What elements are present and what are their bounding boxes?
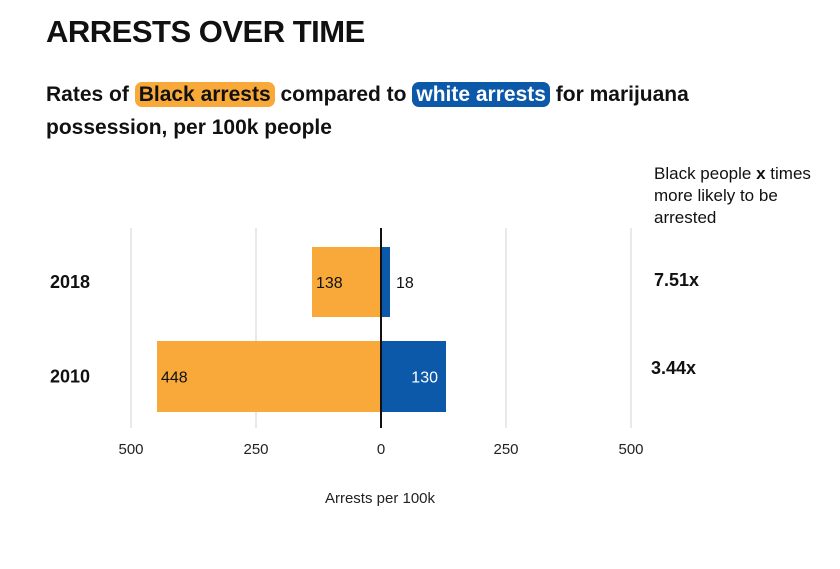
black-arrests-highlight: Black arrests <box>134 82 275 107</box>
bar-white-2018 <box>381 247 390 317</box>
side-note-x: x <box>756 164 766 183</box>
ratio-2018: 7.51x <box>654 270 700 290</box>
side-note-pre: Black people <box>654 164 752 183</box>
bar-white-2010 <box>381 341 446 412</box>
x-tick-label-2: 0 <box>377 441 385 458</box>
ratio-2010: 3.44x <box>651 358 697 378</box>
x-tick-label-3: 250 <box>493 441 518 458</box>
bar-black-2018 <box>312 247 381 317</box>
x-tick-label-0: 500 <box>118 441 143 458</box>
year-label-2018: 2018 <box>50 272 90 292</box>
chart-title: ARRESTS OVER TIME <box>46 14 365 49</box>
white-arrests-highlight: white arrests <box>412 82 550 107</box>
ratio-column-header: Black people x times more likely to be a… <box>654 163 834 229</box>
side-note-rest: times more likely to be arrested <box>654 164 811 227</box>
x-axis-label: Arrests per 100k <box>324 490 436 507</box>
value-label-white-2010: 130 <box>411 370 438 387</box>
subtitle-post: for marijuana possession, per 100k peopl… <box>46 83 689 139</box>
x-tick-label-4: 500 <box>618 441 643 458</box>
chart-subtitle: Rates of Black arrests compared to white… <box>46 78 746 144</box>
value-label-black-2018: 138 <box>316 275 343 292</box>
value-label-black-2010: 448 <box>161 370 188 387</box>
value-label-white-2018: 18 <box>396 275 414 292</box>
year-label-2010: 2010 <box>50 367 90 387</box>
subtitle-pre: Rates of <box>46 83 129 106</box>
subtitle-mid: compared to <box>280 83 407 106</box>
bar-black-2010 <box>157 341 381 412</box>
x-tick-label-1: 250 <box>243 441 268 458</box>
